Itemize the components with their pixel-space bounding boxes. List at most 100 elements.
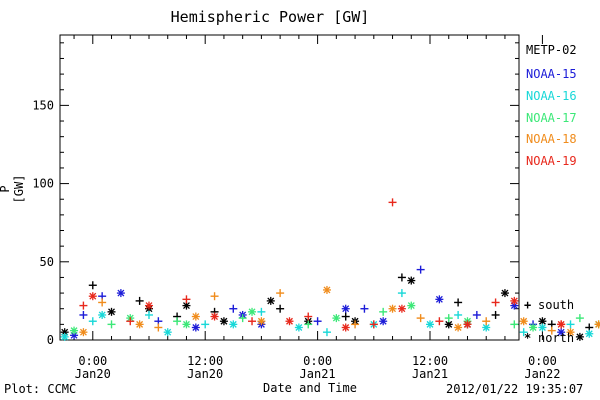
- asterisk-symbol-icon: *: [524, 331, 532, 345]
- point-noaa-15-north: [379, 317, 388, 326]
- plot-credit: Plot: CCMC: [4, 382, 77, 396]
- point-noaa-18-south: [154, 323, 163, 332]
- point-noaa-17-north: [407, 301, 416, 310]
- point-noaa-17-north: [182, 320, 191, 329]
- symbol-key-north: * north: [524, 331, 574, 345]
- point-metp-02-south: [454, 298, 463, 307]
- point-noaa-19-south: [304, 312, 313, 321]
- plot-timestamp: 2012/01/22 19:35:07: [446, 382, 584, 396]
- point-noaa-15-south: [472, 310, 481, 319]
- y-tick-label: 0: [47, 333, 54, 347]
- legend-item-noaa-15: NOAA-15: [526, 67, 577, 81]
- point-noaa-16-south: [144, 310, 153, 319]
- point-noaa-18-north: [519, 317, 528, 326]
- point-noaa-17-south: [379, 307, 388, 316]
- symbol-key-south: + south: [524, 298, 574, 312]
- point-noaa-16-north: [585, 329, 594, 338]
- point-noaa-19-south: [435, 317, 444, 326]
- point-noaa-18-north: [566, 328, 575, 337]
- point-noaa-17-north: [332, 314, 341, 323]
- point-noaa-17-south: [444, 314, 453, 323]
- point-noaa-15-south: [79, 310, 88, 319]
- point-noaa-19-south: [491, 298, 500, 307]
- x-tick-label-time: 12:00: [187, 354, 223, 368]
- point-noaa-18-south: [416, 314, 425, 323]
- point-noaa-15-south: [313, 317, 322, 326]
- point-noaa-18-north: [454, 323, 463, 332]
- point-noaa-17-south: [575, 314, 584, 323]
- x-tick-label-time: 12:00: [412, 354, 448, 368]
- point-noaa-15-south: [229, 304, 238, 313]
- point-noaa-19-north: [510, 296, 519, 305]
- y-tick-label: 150: [32, 98, 54, 112]
- legend-item-noaa-16: NOAA-16: [526, 89, 577, 103]
- point-metp-02-north: [407, 276, 416, 285]
- point-noaa-19-north: [463, 320, 472, 329]
- point-noaa-19-north: [144, 301, 153, 310]
- point-metp-02-south: [397, 273, 406, 282]
- point-noaa-17-north: [70, 326, 79, 335]
- point-noaa-17-north: [248, 307, 257, 316]
- point-noaa-18-south: [482, 317, 491, 326]
- point-noaa-18-north: [257, 317, 266, 326]
- point-noaa-16-south: [322, 328, 331, 337]
- point-noaa-16-north: [60, 332, 69, 341]
- point-noaa-16-north: [426, 320, 435, 329]
- point-noaa-16-south: [519, 328, 528, 337]
- point-noaa-16-south: [257, 307, 266, 316]
- point-noaa-19-south: [388, 198, 397, 207]
- point-noaa-18-south: [276, 289, 285, 298]
- point-noaa-15-north: [116, 289, 125, 298]
- point-noaa-19-south: [182, 295, 191, 304]
- x-axis-label: Date and Time: [263, 381, 357, 395]
- point-metp-02-south: [276, 304, 285, 313]
- point-noaa-16-north: [98, 310, 107, 319]
- point-noaa-19-south: [126, 317, 135, 326]
- point-noaa-19-north: [210, 312, 219, 321]
- point-noaa-17-north: [529, 323, 538, 332]
- point-noaa-19-south: [369, 320, 378, 329]
- point-noaa-16-south: [397, 289, 406, 298]
- x-tick-label-date: Jan21: [412, 367, 448, 381]
- chart-title: Hemispheric Power [GW]: [170, 8, 370, 26]
- point-noaa-19-north: [285, 317, 294, 326]
- point-noaa-17-south: [238, 314, 247, 323]
- point-noaa-16-south: [88, 317, 97, 326]
- point-noaa-16-north: [163, 328, 172, 337]
- point-noaa-19-south: [248, 317, 257, 326]
- point-noaa-15-north: [557, 328, 566, 337]
- point-noaa-18-north: [79, 328, 88, 337]
- legend-item-metp-02: METP-02: [526, 43, 577, 57]
- point-noaa-18-north: [191, 312, 200, 321]
- point-metp-02-south: [88, 281, 97, 290]
- point-metp-02-north: [575, 332, 584, 341]
- x-tick-label-time: 0:00: [303, 354, 332, 368]
- point-noaa-18-north: [388, 304, 397, 313]
- point-noaa-15-north: [191, 323, 200, 332]
- x-tick-label-date: Jan20: [187, 367, 223, 381]
- x-tick-label-time: 0:00: [528, 354, 557, 368]
- point-noaa-15-north: [341, 304, 350, 313]
- point-noaa-16-south: [566, 320, 575, 329]
- point-noaa-18-north: [594, 320, 600, 329]
- point-noaa-17-south: [107, 320, 116, 329]
- point-metp-02-south: [491, 310, 500, 319]
- point-noaa-18-north: [322, 285, 331, 294]
- plus-symbol-icon: +: [524, 298, 532, 312]
- point-noaa-17-south: [173, 317, 182, 326]
- plot-frame: [59, 34, 520, 341]
- point-noaa-19-south: [79, 301, 88, 310]
- point-metp-02-north: [219, 317, 228, 326]
- point-noaa-16-south: [454, 310, 463, 319]
- point-metp-02-north: [266, 296, 275, 305]
- point-noaa-19-north: [88, 292, 97, 301]
- y-tick-label: 100: [32, 177, 54, 191]
- legend-item-noaa-19: NOAA-19: [526, 154, 577, 168]
- point-noaa-16-north: [482, 323, 491, 332]
- x-tick-label-date: Jan22: [524, 367, 560, 381]
- point-noaa-15-south: [360, 304, 369, 313]
- point-noaa-18-south: [351, 320, 360, 329]
- point-noaa-19-north: [557, 320, 566, 329]
- point-noaa-18-north: [135, 320, 144, 329]
